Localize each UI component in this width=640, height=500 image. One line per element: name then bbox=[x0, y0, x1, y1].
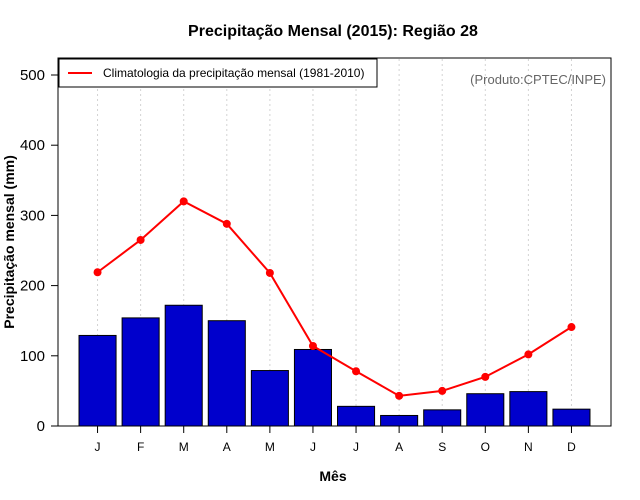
legend-label: Climatologia da precipitação mensal (198… bbox=[103, 66, 364, 80]
credit-annotation: (Produto:CPTEC/INPE) bbox=[470, 72, 606, 87]
climatology-point bbox=[222, 219, 231, 228]
climatology-point bbox=[438, 386, 447, 395]
bar bbox=[121, 317, 160, 427]
climatology-line bbox=[96, 200, 572, 397]
x-tick-label: A bbox=[223, 440, 231, 454]
y-tick-label: 500 bbox=[20, 67, 45, 84]
climatology-point bbox=[179, 197, 188, 206]
climatology-point bbox=[352, 367, 361, 376]
bar bbox=[423, 409, 462, 427]
y-tick-label: 0 bbox=[37, 418, 45, 435]
climatology-point bbox=[136, 235, 145, 244]
climatology-point bbox=[265, 268, 274, 277]
x-tick-label: J bbox=[353, 440, 359, 454]
bar bbox=[509, 391, 548, 427]
climatology-point bbox=[395, 391, 404, 400]
climatology-point bbox=[524, 350, 533, 359]
chart-title: Precipitação Mensal (2015): Região 28 bbox=[188, 23, 478, 40]
bar bbox=[207, 320, 246, 427]
legend-box bbox=[58, 58, 378, 88]
bar bbox=[250, 370, 289, 427]
bar bbox=[466, 393, 505, 427]
bar bbox=[337, 405, 376, 427]
bar bbox=[552, 408, 591, 427]
bar bbox=[380, 414, 419, 427]
bar bbox=[78, 334, 117, 427]
y-tick-label: 300 bbox=[20, 207, 45, 224]
bar-series bbox=[78, 304, 591, 427]
x-tick-label: D bbox=[567, 440, 576, 454]
x-tick-label: S bbox=[438, 440, 446, 454]
y-tick-label: 100 bbox=[20, 348, 45, 365]
climatology-line-series bbox=[93, 197, 576, 400]
x-tick-label: M bbox=[265, 440, 275, 454]
y-axis: 0 100 200 300 400 500 bbox=[20, 67, 59, 435]
x-tick-label: F bbox=[137, 440, 144, 454]
climatology-point bbox=[93, 268, 102, 277]
x-tick-label: M bbox=[179, 440, 189, 454]
bar bbox=[164, 304, 203, 427]
x-tick-label: A bbox=[395, 440, 403, 454]
x-axis-label: Mês bbox=[319, 468, 346, 484]
climatology-point bbox=[567, 323, 576, 332]
legend: Climatologia da precipitação mensal (198… bbox=[58, 58, 378, 88]
climatology-point bbox=[481, 372, 490, 381]
x-tick-label: O bbox=[481, 440, 490, 454]
y-tick-label: 200 bbox=[20, 278, 45, 295]
y-axis-label: Precipitação mensal (mm) bbox=[1, 155, 17, 329]
bar bbox=[293, 348, 332, 427]
x-tick-label: J bbox=[95, 440, 101, 454]
x-tick-label: N bbox=[524, 440, 533, 454]
climatology-point bbox=[308, 341, 317, 350]
x-tick-label: J bbox=[310, 440, 316, 454]
y-tick-label: 400 bbox=[20, 137, 45, 154]
